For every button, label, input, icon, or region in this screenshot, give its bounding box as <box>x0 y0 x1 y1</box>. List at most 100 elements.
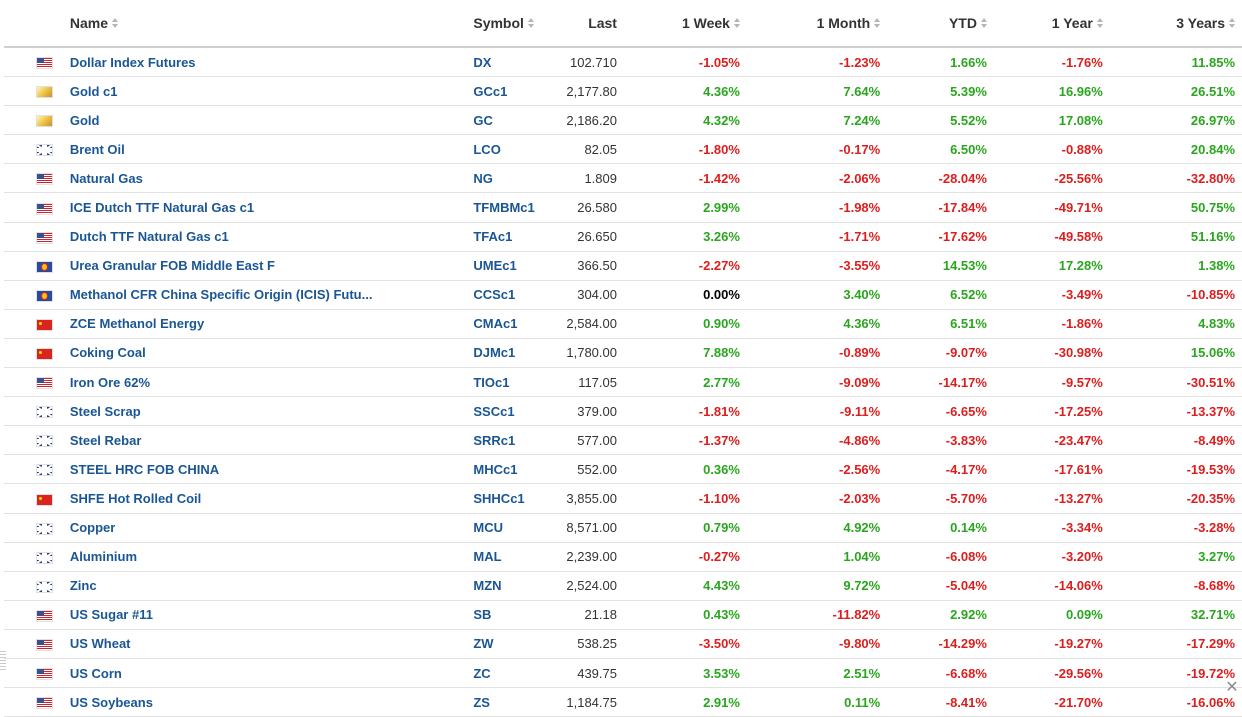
instrument-name-link[interactable]: Urea Granular FOB Middle East F <box>56 251 461 281</box>
symbol-link[interactable]: MCU <box>460 513 550 543</box>
change-ytd: -6.08% <box>887 542 994 572</box>
symbol-link[interactable]: SRRc1 <box>460 425 550 456</box>
symbol-link[interactable]: SSCc1 <box>460 396 550 427</box>
last-price: 552.00 <box>549 454 624 485</box>
header-3-years[interactable]: 3 Years <box>1109 0 1242 48</box>
table-row[interactable]: Copper MCU 8,571.00 0.79% 4.92% 0.14% -3.34% -3… <box>4 513 1242 543</box>
symbol-link[interactable]: DX <box>460 47 550 78</box>
instrument-name-link[interactable]: Zinc <box>56 571 461 601</box>
change-ytd: -6.68% <box>887 658 994 689</box>
symbol-link[interactable]: GC <box>460 105 550 136</box>
instrument-name-link[interactable]: Dollar Index Futures <box>56 47 461 78</box>
change-three-years: 26.51% <box>1109 76 1242 107</box>
table-row[interactable]: Aluminium MAL 2,239.00 -0.27% 1.04% -6.08% -3.… <box>4 542 1242 572</box>
header-flag <box>4 0 57 48</box>
header-symbol[interactable]: Symbol <box>460 0 550 48</box>
close-icon[interactable]: ✕ <box>1225 679 1239 696</box>
instrument-name-link[interactable]: ICE Dutch TTF Natural Gas c1 <box>56 192 461 223</box>
header-1-month[interactable]: 1 Month <box>746 0 888 48</box>
symbol-link[interactable]: TFMBMc1 <box>460 192 550 223</box>
sort-arrows-icon[interactable] <box>733 18 740 29</box>
table-row[interactable]: Gold c1 GCc1 2,177.80 4.36% 7.64% 5.39% 16.96%… <box>4 76 1242 107</box>
table-row[interactable]: Urea Granular FOB Middle East F UMEc1 366.… <box>4 251 1242 281</box>
table-row[interactable]: Iron Ore 62% TIOc1 117.05 2.77% -9.09% -14.17… <box>4 367 1242 398</box>
instrument-name-link[interactable]: Aluminium <box>56 542 461 572</box>
instrument-name-link[interactable]: Steel Scrap <box>56 396 461 427</box>
sort-arrows-icon[interactable] <box>527 18 534 29</box>
symbol-link[interactable]: GCc1 <box>460 76 550 107</box>
instrument-name-link[interactable]: Gold <box>56 105 461 136</box>
symbol-link[interactable]: ZW <box>460 629 550 659</box>
table-row[interactable]: US Wheat ZW 538.25 -3.50% -9.80% -14.29% -19.2… <box>4 629 1242 659</box>
symbol-link[interactable]: TFAc1 <box>460 222 550 252</box>
instrument-name-link[interactable]: Gold c1 <box>56 76 461 107</box>
header-ytd[interactable]: YTD <box>887 0 994 48</box>
change-year: -17.25% <box>993 396 1110 427</box>
table-row[interactable]: Methanol CFR China Specific Origin (ICIS… <box>4 280 1242 310</box>
change-month: -1.23% <box>746 47 888 78</box>
change-ytd: 2.92% <box>887 600 994 630</box>
instrument-name-link[interactable]: Brent Oil <box>56 134 461 165</box>
header-1-year[interactable]: 1 Year <box>993 0 1110 48</box>
table-row[interactable]: US Corn ZC 439.75 3.53% 2.51% -6.68% -29.56% -1… <box>4 658 1242 689</box>
change-week: -1.37% <box>623 425 747 456</box>
table-row[interactable]: Steel Rebar SRRc1 577.00 -1.37% -4.86% -3.83%… <box>4 425 1242 456</box>
sort-arrows-icon[interactable] <box>111 18 118 29</box>
instrument-name-link[interactable]: Methanol CFR China Specific Origin (ICIS… <box>56 280 461 310</box>
instrument-name-link[interactable]: Coking Coal <box>56 338 461 369</box>
instrument-name-link[interactable]: US Corn <box>56 658 461 689</box>
table-row[interactable]: ZCE Methanol Energy CMAc1 2,584.00 0.90% 4.3… <box>4 309 1242 339</box>
symbol-link[interactable]: CMAc1 <box>460 309 550 339</box>
table-row[interactable]: STEEL HRC FOB CHINA MHCc1 552.00 0.36% -2.56… <box>4 454 1242 485</box>
change-month: 4.36% <box>746 309 888 339</box>
instrument-name-link[interactable]: US Wheat <box>56 629 461 659</box>
symbol-link[interactable]: MHCc1 <box>460 454 550 485</box>
symbol-link[interactable]: ZC <box>460 658 550 689</box>
symbol-link[interactable]: LCO <box>460 134 550 165</box>
instrument-name-link[interactable]: Natural Gas <box>56 163 461 194</box>
instrument-name-link[interactable]: US Sugar #11 <box>56 600 461 630</box>
table-row[interactable]: Coking Coal DJMc1 1,780.00 7.88% -0.89% -9.07… <box>4 338 1242 369</box>
symbol-link[interactable]: SHHCc1 <box>460 483 550 514</box>
table-row[interactable]: US Soybeans ZS 1,184.75 2.91% 0.11% -8.41% -21… <box>4 687 1242 717</box>
symbol-link[interactable]: TIOc1 <box>460 367 550 398</box>
table-row[interactable]: Dutch TTF Natural Gas c1 TFAc1 26.650 3.26%… <box>4 222 1242 252</box>
instrument-name-link[interactable]: SHFE Hot Rolled Coil <box>56 483 461 514</box>
symbol-link[interactable]: MAL <box>460 542 550 572</box>
table-row[interactable]: US Sugar #11 SB 21.18 0.43% -11.82% 2.92% 0.09… <box>4 600 1242 630</box>
symbol-link[interactable]: NG <box>460 163 550 194</box>
change-year: -49.58% <box>993 222 1110 252</box>
table-row[interactable]: ICE Dutch TTF Natural Gas c1 TFMBMc1 26.58… <box>4 192 1242 223</box>
flag-cell <box>4 338 57 369</box>
table-row[interactable]: Brent Oil LCO 82.05 -1.80% -0.17% 6.50% -0.88%… <box>4 134 1242 165</box>
table-row[interactable]: Dollar Index Futures DX 102.710 -1.05% -1.23… <box>4 47 1242 78</box>
symbol-link[interactable]: SB <box>460 600 550 630</box>
resize-grip-icon[interactable] <box>0 651 6 671</box>
instrument-name-link[interactable]: US Soybeans <box>56 687 461 717</box>
table-row[interactable]: SHFE Hot Rolled Coil SHHCc1 3,855.00 -1.10%… <box>4 483 1242 514</box>
sort-arrows-icon[interactable] <box>980 18 987 29</box>
symbol-link[interactable]: MZN <box>460 571 550 601</box>
symbol-link[interactable]: CCSc1 <box>460 280 550 310</box>
instrument-name-link[interactable]: Iron Ore 62% <box>56 367 461 398</box>
instrument-name-link[interactable]: Steel Rebar <box>56 425 461 456</box>
sort-arrows-icon[interactable] <box>1229 18 1235 29</box>
header-name[interactable]: Name <box>56 0 461 48</box>
sort-arrows-icon[interactable] <box>874 18 881 29</box>
instrument-name-link[interactable]: ZCE Methanol Energy <box>56 309 461 339</box>
instrument-name-link[interactable]: STEEL HRC FOB CHINA <box>56 454 461 485</box>
table-row[interactable]: Steel Scrap SSCc1 379.00 -1.81% -9.11% -6.65%… <box>4 396 1242 427</box>
symbol-link[interactable]: UMEc1 <box>460 251 550 281</box>
change-month: -0.17% <box>746 134 888 165</box>
change-three-years: -19.53% <box>1109 454 1242 485</box>
instrument-name-link[interactable]: Dutch TTF Natural Gas c1 <box>56 222 461 252</box>
sort-arrows-icon[interactable] <box>1096 18 1103 29</box>
header-1-week[interactable]: 1 Week <box>623 0 747 48</box>
symbol-link[interactable]: DJMc1 <box>460 338 550 369</box>
table-row[interactable]: Zinc MZN 2,524.00 4.43% 9.72% -5.04% -14.06% -8… <box>4 571 1242 601</box>
table-row[interactable]: Natural Gas NG 1.809 -1.42% -2.06% -28.04% -25… <box>4 163 1242 194</box>
symbol-link[interactable]: ZS <box>460 687 550 717</box>
table-row[interactable]: Gold GC 2,186.20 4.32% 7.24% 5.52% 17.08% 26.97… <box>4 105 1242 136</box>
change-week: -1.10% <box>623 483 747 514</box>
instrument-name-link[interactable]: Copper <box>56 513 461 543</box>
